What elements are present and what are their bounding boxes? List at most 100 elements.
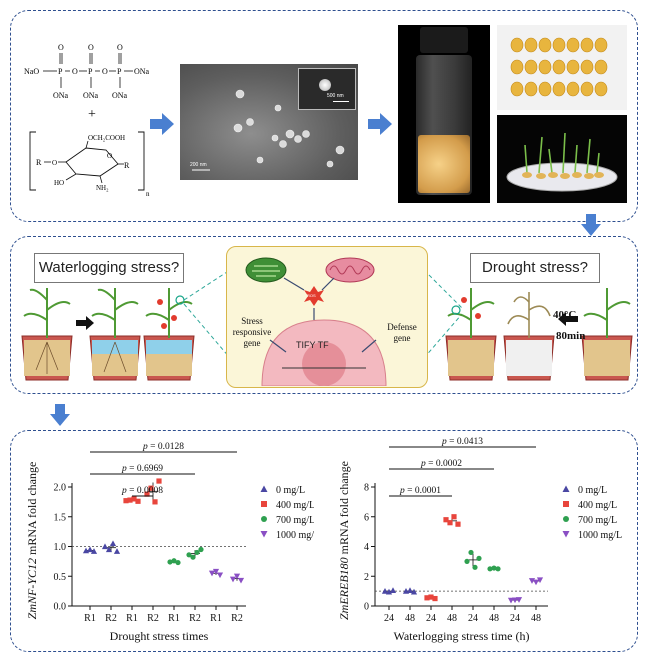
y-tick-label: 2.0 (54, 483, 67, 494)
p-value-label: p = 0.0128 (142, 442, 184, 452)
x-axis-label: Waterlogging stress time (h) (393, 629, 529, 643)
data-point (495, 566, 501, 572)
temperature-label: 40°C (553, 309, 577, 321)
x-tick-label: R1 (84, 613, 96, 624)
data-point (443, 517, 449, 523)
arrow-right-icon (150, 113, 174, 135)
tify-tf-label: TIFY TF (296, 340, 329, 350)
atom-p-3: P (117, 67, 122, 76)
data-point (468, 549, 474, 556)
data-point (90, 548, 98, 554)
defense-gene-label: Defense gene (382, 322, 422, 344)
ring-oxygen: O (107, 152, 112, 160)
x-tick-label: 48 (531, 613, 541, 624)
x-tick-label: R1 (210, 613, 222, 624)
x-tick-label: 24 (426, 613, 436, 624)
defense-word: Defense (387, 322, 417, 332)
y-axis-unit: mRNA fold change (25, 462, 39, 558)
defense-gene-word: gene (393, 333, 411, 343)
arrow-down-icon (581, 214, 601, 236)
p-symbol: p (420, 459, 426, 469)
data-point (152, 499, 158, 505)
data-point (229, 576, 237, 583)
data-point (410, 588, 418, 595)
data-point (101, 543, 109, 550)
y-tick-label: 1.5 (54, 512, 67, 523)
ona-bottom-3: ONa (112, 91, 128, 100)
data-point (532, 579, 540, 586)
legend-label: 1000 mg/L (276, 530, 314, 541)
x-tick-label: 48 (489, 613, 499, 624)
carboxymethyl-label: OCH₂COOH (88, 134, 125, 142)
y-tick-label: 2 (364, 572, 369, 583)
nanoparticles (192, 89, 345, 171)
connector-lines (183, 269, 463, 359)
legend-label: 400 mg/L (578, 500, 617, 511)
p-symbol: p (441, 437, 447, 447)
data-point (451, 514, 457, 520)
x-tick-label: R2 (189, 613, 201, 624)
legend-label: 700 mg/L (578, 515, 617, 526)
x-tick-label: R1 (168, 613, 180, 624)
seed-soaking-vial-photo (398, 25, 490, 203)
chemical-structures: O O O NaO P P P ONa O O ONa ONa ONa + OC… (24, 43, 150, 198)
atom-p-2: P (88, 67, 93, 76)
stress-mechanism-panel (10, 236, 638, 394)
legend-label: 700 mg/L (276, 515, 314, 526)
data-point (389, 587, 397, 593)
x-tick-label: 24 (468, 613, 478, 624)
p-symbol: p (399, 486, 405, 496)
arrow-down-icon (50, 404, 70, 426)
r-right-label: R (124, 161, 130, 170)
data-point (536, 577, 544, 584)
y-tick-label: 0.5 (54, 572, 67, 583)
p-value: = 0.0008 (127, 486, 163, 496)
x-tick-label: 24 (510, 613, 520, 624)
legend-marker (260, 485, 268, 492)
repeat-n-label: n (146, 190, 150, 198)
maize-seeds-photo (497, 25, 627, 110)
ona-bottom-2: ONa (83, 91, 99, 100)
data-point (385, 588, 393, 595)
data-point (175, 559, 181, 566)
responsive-word: responsive (232, 327, 272, 337)
y-axis-unit: mRNA fold change (337, 461, 351, 557)
legend-marker (261, 501, 267, 507)
x-tick-label: R2 (231, 613, 243, 624)
data-point (447, 520, 453, 526)
p-value-label: p = 0.0008 (121, 486, 163, 496)
x-tick-label: 48 (405, 613, 415, 624)
amine-label: NH₂ (96, 184, 109, 192)
ros-label: ROS (307, 293, 316, 298)
legend-marker (261, 516, 267, 522)
y-tick-label: 0 (364, 602, 369, 613)
p-value: = 0.0002 (426, 459, 462, 469)
x-tick-label: R2 (147, 613, 159, 624)
y-tick-label: 8 (364, 483, 369, 494)
legend-marker (562, 485, 570, 492)
data-point (507, 597, 515, 604)
drought-expression-chart: 0.0 0.5 1.0 1.5 2.0 R1 R2 R1 R2 R1 R2 R1 R2 ZmNF-YC12… (25, 442, 314, 643)
p-value-label: p = 0.0002 (420, 459, 462, 469)
data-point (515, 597, 523, 603)
charts-panel (10, 430, 638, 652)
data-point (171, 558, 177, 564)
x-tick-label: 48 (447, 613, 457, 624)
data-point (123, 498, 129, 504)
data-point (144, 491, 150, 497)
atom-o-1: O (58, 43, 64, 52)
svg-text:O: O (72, 67, 78, 76)
legend-marker (562, 531, 570, 538)
p-value: = 0.6969 (127, 464, 163, 474)
drought-stress-label: Drought stress? (470, 253, 600, 283)
atom-p-1: P (58, 67, 63, 76)
data-point (208, 570, 216, 577)
data-point (491, 565, 497, 571)
data-point (135, 498, 141, 504)
data-point (86, 546, 94, 553)
p-value-label: p = 0.0413 (441, 437, 483, 447)
r-left-label: R (36, 158, 42, 167)
x-axis-label: Drought stress times (110, 629, 209, 643)
data-point (186, 552, 192, 558)
